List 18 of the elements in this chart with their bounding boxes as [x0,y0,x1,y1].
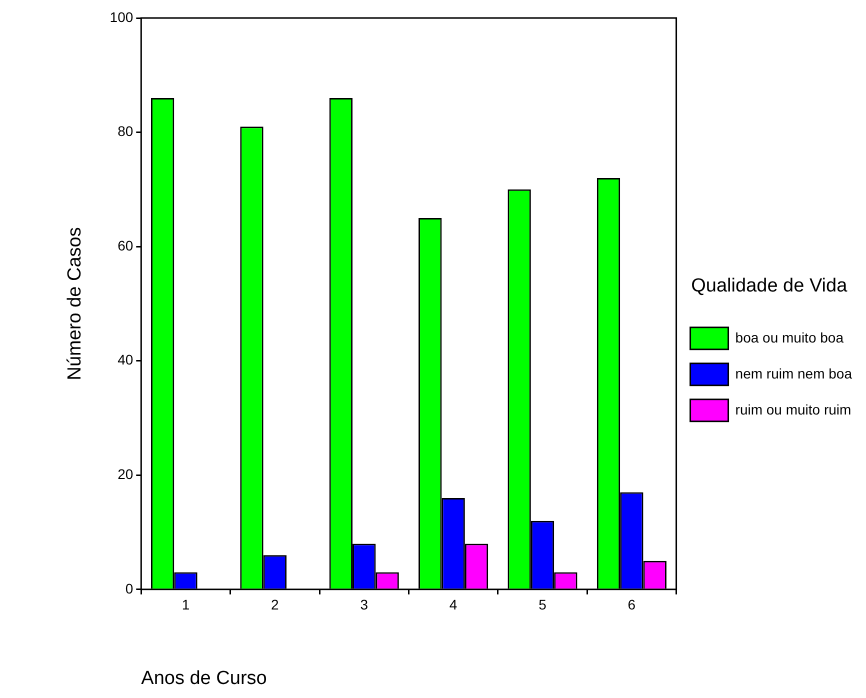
y-tick-label: 80 [118,123,134,140]
x-tick-label: 1 [182,596,190,613]
y-tick-label: 40 [118,352,134,368]
x-tick-label: 6 [628,596,636,613]
y-axis-title: Número de Casos [64,227,86,380]
y-tick-label: 0 [125,580,134,596]
legend-label: nem ruim nem boa [735,365,852,382]
x-tick-label: 3 [360,596,368,613]
x-tick-label: 4 [449,596,458,613]
x-tick-label: 5 [538,596,547,613]
x-tick-label: 2 [271,596,280,613]
y-tick-label: 20 [118,466,134,482]
y-tick-label: 60 [118,237,134,254]
legend-label: boa ou muito boa [735,329,844,346]
legend-title: Qualidade de Vida [691,275,848,296]
x-axis-title: Anos de Curso [141,668,267,689]
legend-label: ruim ou muito ruim [735,401,852,418]
y-tick-label: 100 [110,8,134,25]
